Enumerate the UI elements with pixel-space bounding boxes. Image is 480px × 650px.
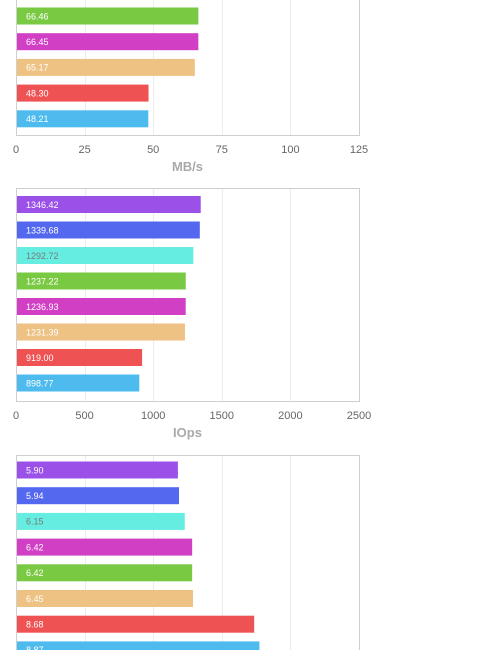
bar <box>17 110 149 128</box>
bar <box>17 564 193 582</box>
bar <box>17 349 143 366</box>
x-tick-label: 0 <box>13 410 19 422</box>
bar <box>17 374 140 392</box>
bar-value-label: 66.45 <box>26 37 49 47</box>
bar-value-label: 65.17 <box>26 63 49 73</box>
x-tick-label: 50 <box>147 144 159 156</box>
bar-value-label: 8.68 <box>26 620 44 630</box>
x-tick-label: 1000 <box>141 410 165 422</box>
bar-value-label: 48.21 <box>26 114 49 124</box>
bar-value-label: 8.87 <box>26 645 44 650</box>
x-tick-label: 125 <box>350 144 368 156</box>
x-tick-label: 0 <box>13 144 19 156</box>
bar-value-label: 1292.72 <box>26 251 59 261</box>
bar-value-label: 1237.22 <box>26 276 59 286</box>
bar-value-label: 1339.68 <box>26 225 59 235</box>
bar-value-label: 6.42 <box>26 542 44 552</box>
chart-2: 1346.42 1339.68 1292.72 1237.22 1236.93 1231.… <box>13 188 371 440</box>
bar <box>17 615 255 633</box>
bar <box>17 298 186 315</box>
bar-value-label: 5.90 <box>26 465 44 475</box>
bar <box>17 590 193 607</box>
x-axis-label: MB/s <box>172 159 203 174</box>
bar-value-label: 898.77 <box>26 378 54 388</box>
bar <box>17 221 200 239</box>
bar <box>17 272 186 290</box>
bar <box>17 641 260 650</box>
bar-value-label: 1236.93 <box>26 302 59 312</box>
chart-1: 66.46 66.45 65.17 48.30 48.21 0 25 50 75 100 125 MB… <box>13 0 368 174</box>
x-tick-label: 2000 <box>278 410 302 422</box>
chart-3: 5.90 5.94 6.15 6.42 6.42 6.45 8.68 8.87 <box>16 455 360 650</box>
bar-value-label: 48.30 <box>26 88 49 98</box>
x-tick-label: 2500 <box>347 410 371 422</box>
bar-value-label: 6.42 <box>26 568 44 578</box>
x-tick-label: 75 <box>216 144 228 156</box>
bar <box>17 538 193 556</box>
plot-frame <box>16 188 360 402</box>
bar <box>17 58 195 76</box>
bar <box>17 461 178 479</box>
x-tick-label: 1500 <box>210 410 234 422</box>
bar <box>17 196 201 213</box>
bar-value-label: 919.00 <box>26 353 54 363</box>
x-tick-label: 500 <box>75 410 93 422</box>
bar-value-label: 6.45 <box>26 594 44 604</box>
bar-value-label: 5.94 <box>26 491 44 501</box>
bar-value-label: 1231.39 <box>26 327 59 337</box>
x-tick-label: 100 <box>281 144 299 156</box>
bar-value-label: 1346.42 <box>26 200 59 210</box>
x-tick-label: 25 <box>78 144 90 156</box>
bar-value-label: 6.15 <box>26 517 44 527</box>
bar <box>17 323 185 341</box>
bar <box>17 487 179 505</box>
bar <box>17 247 194 264</box>
x-axis-label: IOps <box>173 425 202 440</box>
bar-value-label: 66.46 <box>26 11 49 21</box>
bar <box>17 512 185 530</box>
bar <box>17 33 199 51</box>
bar <box>17 7 199 25</box>
bar <box>17 84 149 102</box>
